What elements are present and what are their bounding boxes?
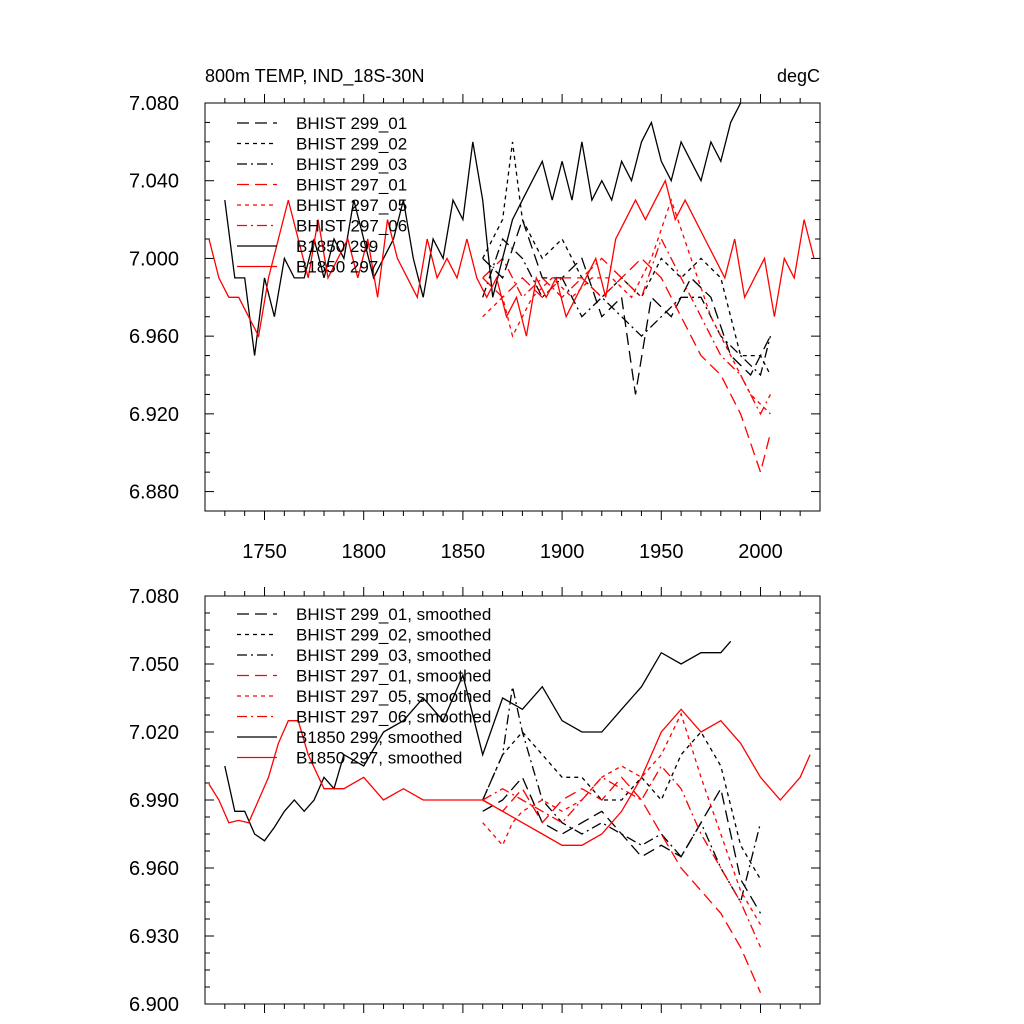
- legend-label: BHIST 297_06, smoothed: [296, 708, 491, 727]
- x-tick-label: 1750: [242, 541, 287, 563]
- legend: BHIST 299_01, smoothed BHIST 299_02, smoo…: [237, 605, 491, 768]
- legend-label: BHIST 297_01, smoothed: [296, 667, 491, 686]
- units-label: degC: [777, 66, 820, 86]
- y-tick-label: 6.930: [129, 926, 179, 948]
- series-line: [482, 198, 771, 415]
- legend-label: B1850 299, smoothed: [296, 728, 462, 747]
- legend-label: BHIST 297_05, smoothed: [296, 687, 491, 706]
- series-line: [482, 237, 772, 377]
- legend-label: BHIST 297_01: [296, 176, 407, 195]
- legend-label: BHIST 299_02, smoothed: [296, 626, 491, 645]
- y-tick-label: 6.920: [129, 404, 179, 426]
- legend-label: B1850 297, smoothed: [296, 749, 462, 768]
- y-tick-label: 7.080: [129, 93, 179, 115]
- y-tick-label: 7.000: [129, 248, 179, 270]
- y-tick-label: 6.880: [129, 482, 179, 504]
- series-line: [224, 102, 742, 356]
- y-tick-label: 6.900: [129, 994, 179, 1016]
- y-tick-label: 7.080: [129, 586, 179, 608]
- series-line: [482, 217, 771, 395]
- top-panel: 6.880 6.920 6.960 7.000 7.040 7.080 1750 1800 18…: [129, 93, 821, 563]
- legend-label: BHIST 297_05: [296, 196, 407, 215]
- chart-title: 800m TEMP, IND_18S-30N: [205, 66, 424, 87]
- legend-label: BHIST 299_03, smoothed: [296, 646, 491, 665]
- series-line: [482, 257, 772, 475]
- legend-label: BHIST 299_01, smoothed: [296, 605, 491, 624]
- series-line: [482, 237, 771, 416]
- x-tick-label: 1900: [540, 541, 585, 563]
- series-line: [208, 708, 811, 846]
- y-tick-label: 7.040: [129, 171, 179, 193]
- series-line: [224, 640, 732, 842]
- y-tick-label: 7.020: [129, 722, 179, 744]
- legend-label: B1850 297: [296, 258, 378, 277]
- y-tick-label: 6.960: [129, 858, 179, 880]
- bottom-panel: 6.900 6.930 6.960 6.990 7.020 7.050 7.080 BHIST…: [129, 586, 821, 1016]
- y-tick-label: 7.050: [129, 654, 179, 676]
- series-line: [208, 178, 815, 339]
- legend-label: BHIST 299_02: [296, 135, 407, 154]
- legend-label: BHIST 297_06: [296, 217, 407, 236]
- y-tick-label: 6.960: [129, 326, 179, 348]
- x-tick-label: 1950: [639, 541, 684, 563]
- series-line: [482, 712, 762, 926]
- x-tick-label: 2000: [738, 541, 783, 563]
- series-line: [482, 776, 762, 914]
- series-line: [482, 730, 762, 880]
- x-tick-label: 1800: [341, 541, 386, 563]
- plot-frame: [204, 102, 821, 512]
- series-line: [482, 141, 771, 376]
- series-line: [482, 764, 762, 948]
- y-tick-label: 6.990: [129, 790, 179, 812]
- x-tick-label: 1850: [441, 541, 486, 563]
- legend-label: B1850 299: [296, 237, 378, 256]
- legend-label: BHIST 299_01: [296, 114, 407, 133]
- series-line: [482, 776, 762, 993]
- series-line: [482, 686, 762, 904]
- legend-label: BHIST 299_03: [296, 155, 407, 174]
